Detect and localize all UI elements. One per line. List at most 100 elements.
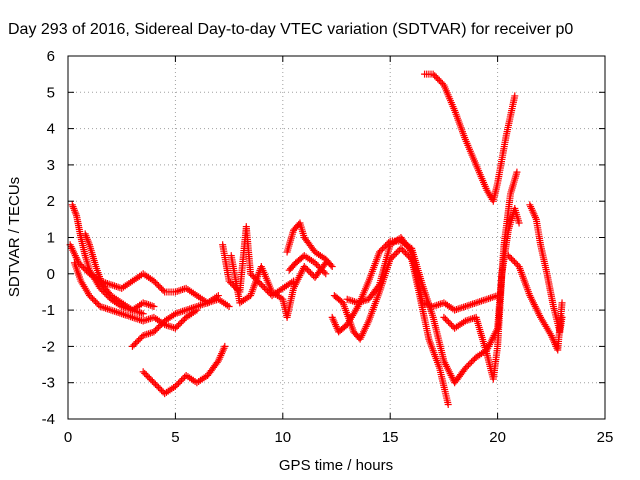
data-point	[479, 296, 487, 304]
data-point	[377, 246, 385, 254]
data-point	[375, 248, 383, 256]
data-point	[111, 307, 119, 315]
data-point	[156, 283, 164, 291]
data-point	[488, 293, 496, 301]
data-track-10	[285, 252, 330, 278]
data-track-16	[504, 252, 566, 354]
data-point	[485, 295, 493, 303]
data-point	[397, 244, 405, 252]
data-point	[504, 252, 512, 260]
data-point	[444, 400, 452, 408]
data-point	[136, 316, 144, 324]
data-point	[437, 78, 445, 86]
data-point	[128, 313, 136, 321]
data-point	[476, 298, 484, 306]
y-tick-label: 4	[47, 121, 55, 138]
data-point	[461, 302, 469, 310]
data-point	[434, 75, 442, 83]
data-point	[438, 79, 446, 87]
data-point	[391, 251, 399, 259]
data-point	[150, 302, 158, 310]
data-point	[127, 313, 135, 321]
data-point	[305, 267, 313, 275]
data-point	[156, 385, 164, 393]
data-point	[177, 286, 185, 294]
data-point	[128, 342, 136, 350]
data-point	[150, 328, 158, 336]
data-point	[327, 261, 335, 269]
chart-title: Day 293 of 2016, Sidereal Day-to-day VTE…	[8, 21, 573, 38]
data-point	[468, 358, 476, 366]
x-tick-label: 15	[382, 429, 399, 446]
data-point	[107, 306, 115, 314]
data-track-9	[283, 219, 336, 271]
data-track-4	[81, 230, 147, 318]
data-point	[322, 270, 330, 278]
data-point	[461, 364, 469, 372]
data-point	[311, 259, 319, 267]
data-point	[463, 363, 471, 371]
data-point	[467, 301, 475, 309]
data-point	[143, 316, 151, 324]
data-point	[87, 293, 95, 301]
data-point	[221, 342, 229, 350]
data-point	[440, 313, 448, 321]
data-point	[78, 262, 86, 270]
data-point	[262, 285, 270, 293]
grid-lines	[68, 56, 605, 419]
data-point	[469, 300, 477, 308]
data-point	[248, 271, 256, 279]
data-point	[398, 246, 406, 254]
data-point	[467, 315, 475, 323]
data-points	[66, 70, 566, 408]
data-point	[402, 249, 410, 257]
data-point	[166, 322, 174, 330]
y-tick-label: 0	[47, 266, 55, 283]
data-track-15	[440, 204, 523, 383]
data-point	[148, 302, 156, 310]
data-point	[196, 301, 204, 309]
data-point	[139, 310, 147, 318]
y-tick-label: -4	[42, 411, 55, 428]
data-point	[158, 285, 166, 293]
data-point	[151, 279, 159, 287]
data-point	[472, 299, 480, 307]
data-point	[347, 296, 355, 304]
data-point	[512, 259, 520, 267]
data-point	[155, 323, 163, 331]
data-point	[435, 76, 443, 84]
data-point	[247, 270, 255, 278]
data-point	[300, 263, 308, 271]
data-point	[454, 305, 462, 313]
y-tick-label: -2	[42, 338, 55, 355]
data-point	[96, 302, 104, 310]
data-point	[123, 312, 131, 320]
data-point	[145, 374, 153, 382]
data-track-13	[343, 234, 502, 314]
x-tick-label: 0	[64, 429, 72, 446]
data-point	[446, 320, 454, 328]
data-point	[464, 361, 472, 369]
data-point	[158, 320, 166, 328]
data-point	[176, 320, 184, 328]
data-point	[156, 322, 164, 330]
data-point	[313, 260, 321, 268]
data-point	[374, 282, 382, 290]
data-point	[465, 301, 473, 309]
data-point	[174, 379, 182, 387]
data-point	[448, 321, 456, 329]
data-point	[379, 245, 387, 253]
data-point	[320, 268, 328, 276]
data-point	[155, 282, 163, 290]
data-point	[195, 302, 203, 310]
data-point	[469, 356, 477, 364]
data-point	[511, 92, 519, 100]
data-point	[85, 292, 93, 300]
data-point	[400, 248, 408, 256]
data-point	[177, 308, 185, 316]
data-point	[178, 318, 186, 326]
data-point	[558, 313, 566, 321]
data-track-17	[526, 201, 566, 336]
data-point	[153, 325, 161, 333]
